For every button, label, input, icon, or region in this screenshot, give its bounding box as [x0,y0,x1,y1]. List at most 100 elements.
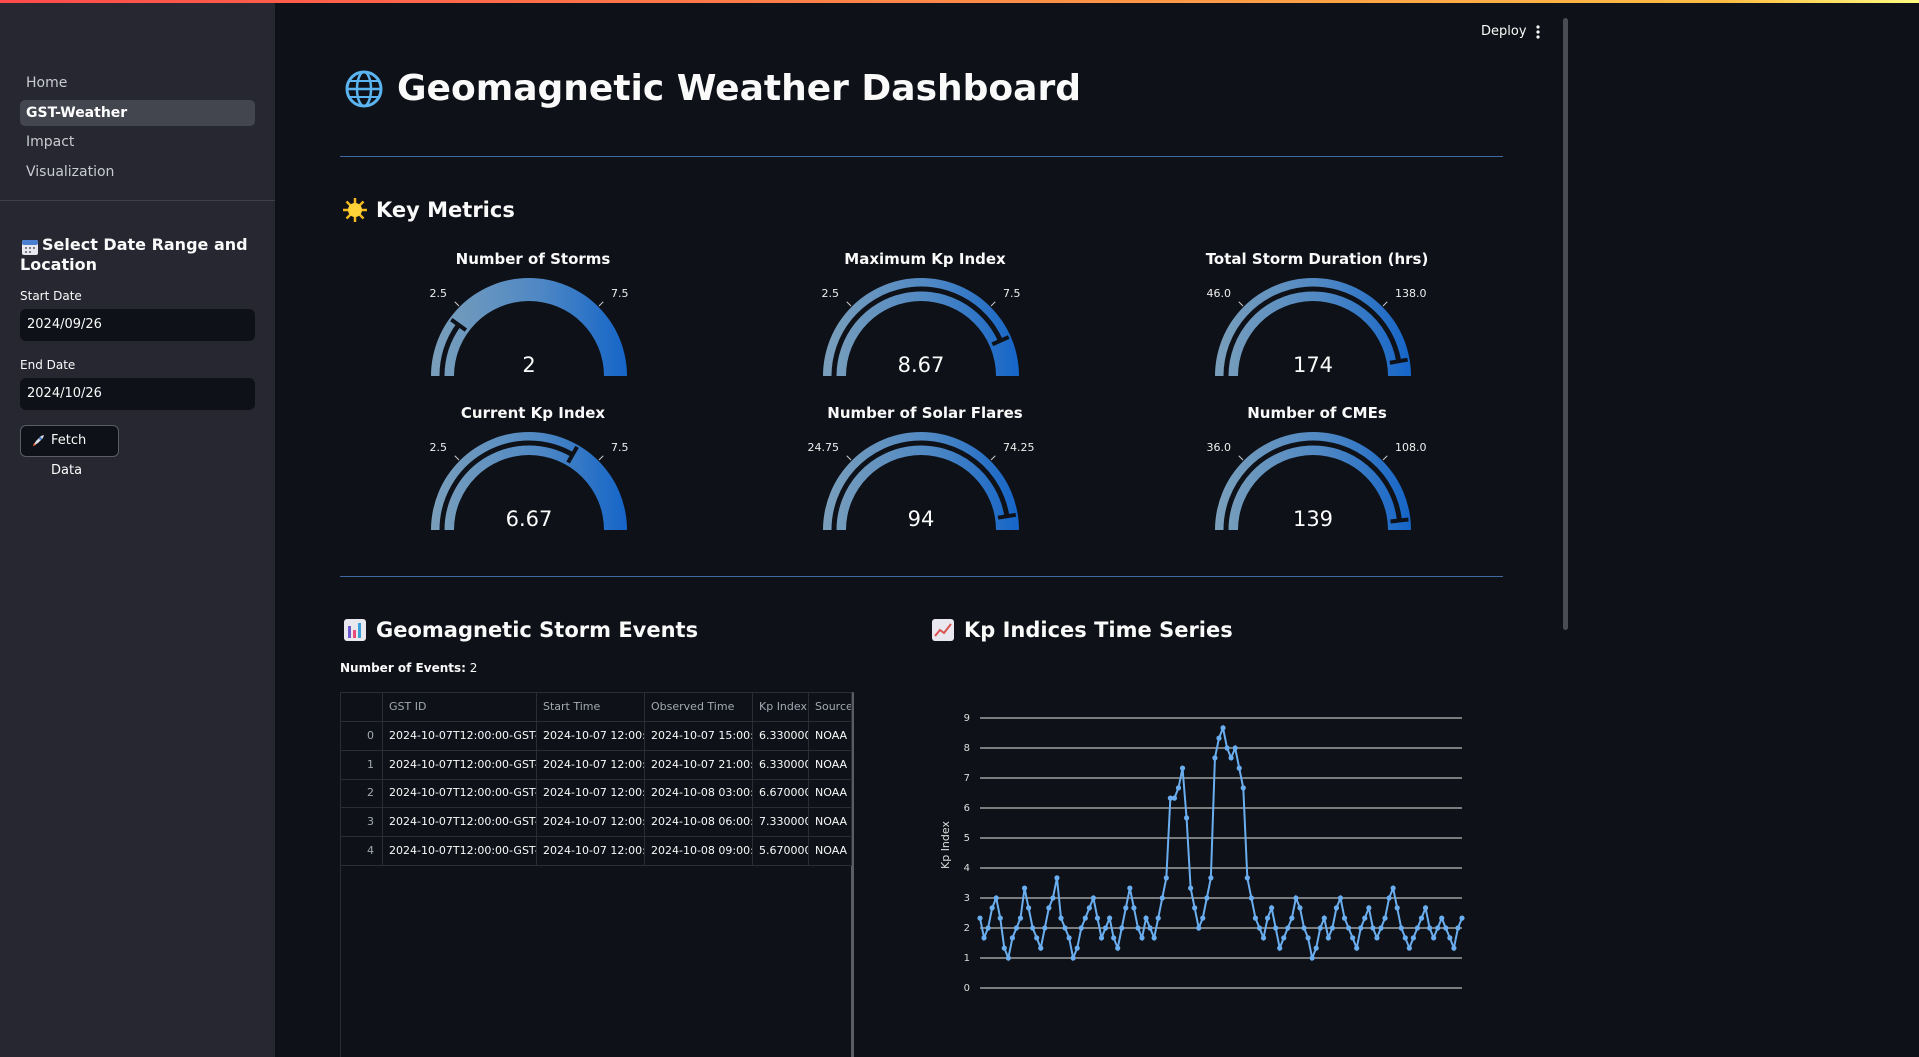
start-date-input[interactable]: 2024/09/26 [20,309,255,341]
y-tick-label: 8 [964,743,970,754]
gauge-arc [431,278,627,376]
gauge-tick [1382,301,1388,307]
gauge-value: 8.67 [898,353,945,377]
table-cell: NOAA [809,808,852,838]
nav-link[interactable]: Impact [26,134,75,150]
sun-icon [343,198,367,222]
kp-point [1305,935,1311,941]
table-cell: NOAA [809,779,852,809]
gauge-threshold [997,512,1017,520]
kp-point [1451,945,1457,951]
kp-point [1009,935,1016,941]
y-tick-label: 0 [964,983,970,994]
sidebar: Select Date Range and Location Start Dat… [0,3,275,1057]
gauge-tick-label: 138.0 [1395,287,1427,300]
events-table[interactable]: GST ID Start Time Observed Time Kp Index Sou… [340,692,854,1057]
kp-point [1422,905,1429,911]
table-cell: 2024-10-07 12:00:00 [537,836,645,866]
gauge-value: 139 [1293,507,1333,531]
kp-point [1273,925,1279,931]
kp-point [1058,915,1064,921]
table-header: GST ID [383,693,537,722]
kp-point [1325,935,1331,941]
kp-point [1062,925,1068,931]
fetch-button[interactable]: Fetch Data [20,425,119,478]
kp-point [989,905,995,911]
kp-point [1070,955,1076,961]
menu-icon[interactable] [1532,24,1544,40]
kp-point [1171,795,1178,801]
kp-point [1038,945,1044,951]
table-cell: 2024-10-07 12:00:00 [537,750,645,780]
nav-link[interactable]: Visualization [26,163,115,180]
kp-point [1309,955,1315,961]
section-heading: Kp Indices Time Series [964,618,1233,642]
gauge-title: Number of CMEs [1247,404,1387,422]
kp-point [1285,925,1291,931]
kp-point [1147,925,1153,931]
nav-link[interactable]: Home [26,75,68,91]
kp-point [1013,925,1020,931]
gauge-tick-label: 7.5 [1003,287,1021,300]
gauge-title: Number of Solar Flares [827,404,1023,422]
kp-point [1050,895,1056,901]
kp-point [1281,935,1287,941]
kp-point [1102,925,1109,931]
gauge-tick-label: 7.5 [611,287,629,300]
table-cell: 2024-10-07 12:00:00 [537,779,645,809]
gauge-value: 94 [908,507,935,531]
gauge-tick-label: 2.5 [429,287,447,300]
kp-point [1192,905,1198,911]
table-cell: NOAA [809,750,852,780]
kp-point [1301,925,1307,931]
gauge-threshold [566,445,579,464]
rocket-icon [33,435,44,446]
scrollbar[interactable] [1563,18,1568,630]
kp-point [1030,925,1036,931]
gauge-tick [846,301,852,307]
gauge-title: Number of Storms [456,250,611,268]
table-cell: 2024-10-07T12:00:00-GST-001 [383,750,537,780]
kp-point [993,895,999,901]
y-tick-label: 3 [964,893,970,904]
gauge-title: Current Kp Index [461,404,605,422]
kp-point [1398,925,1404,931]
kp-point [1269,905,1275,911]
table-cell: 2024-10-07T12:00:00-GST-001 [383,722,537,751]
kp-point [1402,935,1408,941]
kp-point [1378,925,1384,931]
table-cell: 2024-10-07 12:00:00 [537,722,645,751]
nav-link[interactable]: GST-Weather [20,99,255,126]
kp-point [1382,915,1388,921]
kp-point [1289,915,1295,921]
top-decoration [0,0,1919,3]
table-cell: 2024-10-07T12:00:00-GST-001 [383,808,537,838]
kp-point [1370,925,1376,931]
kp-point [1216,735,1222,741]
table-cell: NOAA [809,722,852,751]
kp-point [1439,915,1445,921]
table-header: Kp Index [753,693,809,722]
kp-point [1212,755,1218,761]
kp-point [1131,905,1137,911]
end-date-input[interactable]: 2024/10/26 [20,378,255,410]
kp-point [1005,955,1011,961]
table-header: Observed Time [645,693,753,722]
kp-point [1135,925,1141,931]
kp-point [1034,935,1040,941]
end-date-label: End Date [20,358,76,372]
start-date-label: Start Date [20,289,82,303]
y-tick-label: 4 [964,863,970,874]
gauge-title: Total Storm Duration (hrs) [1206,250,1429,268]
table-cell: 7.330000 [753,808,809,838]
kp-point [1264,915,1271,921]
gauge-threshold [991,335,1010,347]
kp-point [1232,745,1238,751]
gauge-title: Maximum Kp Index [844,250,1006,268]
kp-point [1418,915,1425,921]
y-tick-label: 2 [964,923,970,934]
kp-point [1111,935,1117,941]
deploy-button[interactable]: Deploy [1481,24,1527,39]
section-heading: Key Metrics [376,198,515,222]
